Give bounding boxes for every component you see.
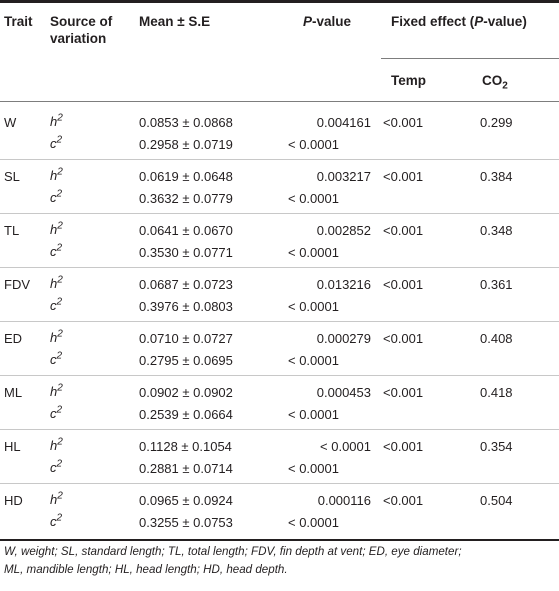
table-bottom-rule [0, 539, 559, 541]
temp-p-value-cell: <0.001 [383, 115, 424, 130]
header-source-line2: variation [50, 31, 107, 46]
table-caption: W, weight; SL, standard length; TL, tota… [4, 543, 554, 579]
h2-mean-cell: 0.0902 ± 0.0902 [139, 385, 233, 400]
heritability-label: h2 [50, 220, 63, 237]
header-fixed-effect: Fixed effect (P-value) [391, 14, 527, 29]
common-env-label: c2 [50, 188, 63, 205]
h2-p-value-cell: 0.003217 [316, 169, 371, 184]
table-top-rule [0, 0, 559, 3]
co2-p-value-cell: 0.384 [480, 169, 513, 184]
co2-p-value-cell: 0.361 [480, 277, 513, 292]
temp-p-value-cell: <0.001 [383, 277, 424, 292]
h2-mean-cell: 0.0965 ± 0.0924 [139, 493, 233, 508]
row-divider [0, 213, 559, 214]
temp-p-value-cell: <0.001 [383, 331, 424, 346]
co2-p-value-cell: 0.354 [480, 439, 513, 454]
co2-p-value-cell: 0.348 [480, 223, 513, 238]
trait-cell: ED [4, 331, 23, 346]
header-temp: Temp [391, 73, 427, 88]
common-env-label: c2 [50, 350, 63, 367]
c2-p-value-cell: < 0.0001 [288, 515, 339, 530]
trait-cell: TL [4, 223, 20, 238]
co2-p-value-cell: 0.408 [480, 331, 513, 346]
row-divider [0, 267, 559, 268]
heritability-label: h2 [50, 382, 63, 399]
co2-p-value-cell: 0.504 [480, 493, 513, 508]
caption-line-1: W, weight; SL, standard length; TL, tota… [4, 545, 462, 558]
c2-p-value-cell: < 0.0001 [288, 299, 339, 314]
h2-p-value-cell: 0.004161 [316, 115, 371, 130]
c2-mean-cell: 0.2958 ± 0.0719 [139, 137, 233, 152]
temp-p-value-cell: <0.001 [383, 223, 424, 238]
header-bottom-rule [0, 101, 559, 102]
c2-p-value-cell: < 0.0001 [288, 191, 339, 206]
trait-cell: HD [4, 493, 23, 508]
h2-mean-cell: 0.0687 ± 0.0723 [139, 277, 233, 292]
common-env-label: c2 [50, 512, 63, 529]
temp-p-value-cell: <0.001 [383, 169, 424, 184]
common-env-label: c2 [50, 134, 63, 151]
h2-mean-cell: 0.0710 ± 0.0727 [139, 331, 233, 346]
c2-mean-cell: 0.3255 ± 0.0753 [139, 515, 233, 530]
common-env-label: c2 [50, 458, 63, 475]
c2-mean-cell: 0.3976 ± 0.0803 [139, 299, 233, 314]
heritability-label: h2 [50, 490, 63, 507]
temp-p-value-cell: <0.001 [383, 439, 424, 454]
row-divider [0, 429, 559, 430]
common-env-label: c2 [50, 242, 63, 259]
heritability-label: h2 [50, 166, 63, 183]
header-trait: Trait [4, 14, 33, 29]
row-divider [0, 483, 559, 484]
fixed-effect-rule [381, 58, 559, 59]
h2-mean-cell: 0.0641 ± 0.0670 [139, 223, 233, 238]
trait-cell: FDV [4, 277, 30, 292]
heritability-label: h2 [50, 328, 63, 345]
c2-p-value-cell: < 0.0001 [288, 353, 339, 368]
header-co2: CO2 [482, 73, 508, 92]
h2-p-value-cell: 0.000116 [317, 493, 371, 508]
heritability-label: h2 [50, 112, 63, 129]
trait-cell: W [4, 115, 17, 130]
row-divider [0, 321, 559, 322]
h2-mean-cell: 0.0853 ± 0.0868 [139, 115, 233, 130]
c2-p-value-cell: < 0.0001 [288, 407, 339, 422]
trait-cell: SL [4, 169, 20, 184]
h2-p-value-cell: 0.000279 [316, 331, 371, 346]
header-p-value: P-value [303, 14, 352, 29]
trait-cell: HL [4, 439, 21, 454]
c2-p-value-cell: < 0.0001 [288, 245, 339, 260]
h2-p-value-cell: 0.002852 [316, 223, 371, 238]
row-divider [0, 375, 559, 376]
common-env-label: c2 [50, 404, 63, 421]
co2-p-value-cell: 0.418 [480, 385, 513, 400]
co2-p-value-cell: 0.299 [480, 115, 513, 130]
c2-mean-cell: 0.2539 ± 0.0664 [139, 407, 233, 422]
c2-mean-cell: 0.2795 ± 0.0695 [139, 353, 233, 368]
c2-mean-cell: 0.3632 ± 0.0779 [139, 191, 233, 206]
c2-p-value-cell: < 0.0001 [288, 461, 339, 476]
c2-mean-cell: 0.3530 ± 0.0771 [139, 245, 233, 260]
c2-mean-cell: 0.2881 ± 0.0714 [139, 461, 233, 476]
h2-mean-cell: 0.1128 ± 0.1054 [139, 439, 232, 454]
row-divider [0, 159, 559, 160]
common-env-label: c2 [50, 296, 63, 313]
header-mean: Mean ± S.E [139, 14, 211, 29]
trait-cell: ML [4, 385, 23, 400]
h2-p-value-cell: 0.000453 [316, 385, 371, 400]
c2-p-value-cell: < 0.0001 [288, 137, 339, 152]
h2-p-value-cell: 0.013216 [316, 277, 371, 292]
header-source-line1: Source of [50, 14, 113, 29]
temp-p-value-cell: <0.001 [383, 493, 424, 508]
h2-p-value-cell: < 0.0001 [320, 439, 371, 454]
heritability-label: h2 [50, 436, 63, 453]
caption-line-2: ML, mandible length; HL, head length; HD… [4, 563, 288, 576]
temp-p-value-cell: <0.001 [383, 385, 424, 400]
heritability-label: h2 [50, 274, 63, 291]
h2-mean-cell: 0.0619 ± 0.0648 [139, 169, 233, 184]
